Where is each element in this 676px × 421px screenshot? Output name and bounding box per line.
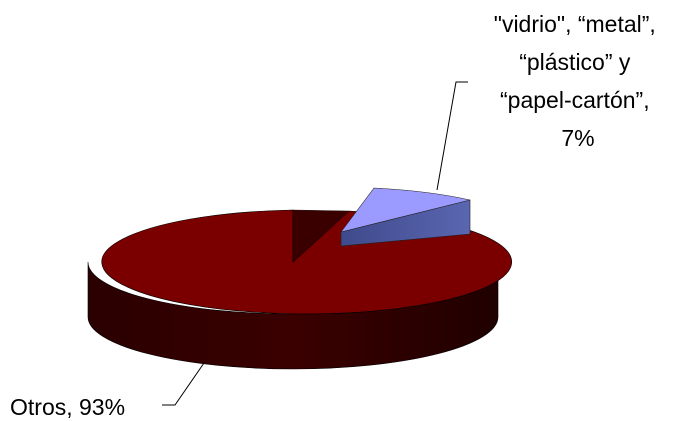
- data-label-reciclables: "vidrio", “metal”, “plástico” y “papel-c…: [494, 11, 662, 151]
- label-line: “plástico” y: [519, 49, 631, 75]
- leader-line-reciclables: [437, 82, 468, 190]
- data-label-otros: Otros, 93%: [10, 394, 125, 420]
- label-line: “papel-cartón”,: [500, 87, 650, 113]
- label-line: 7%: [561, 125, 594, 151]
- leader-line-otros: [162, 363, 204, 405]
- label-line: "vidrio", “metal”,: [494, 11, 656, 37]
